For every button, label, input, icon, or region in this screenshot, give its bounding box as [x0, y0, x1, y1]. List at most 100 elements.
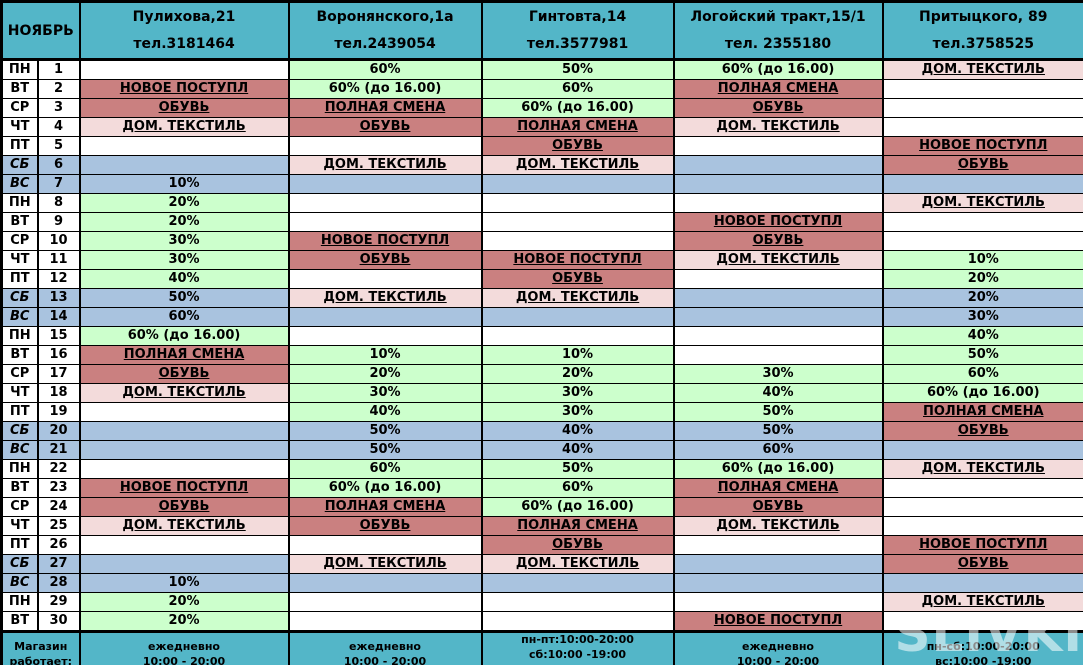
store-name: Притыцкого, 89 [919, 8, 1048, 25]
day-row: ВТ 2 НОВОЕ ПОСТУПЛ 60% (до 16.00) 60% ПОЛНАЯ … [0, 79, 1083, 99]
schedule-cell: 50% [287, 440, 483, 460]
store-name: Логойский тракт,15/1 [690, 8, 866, 25]
schedule-cell [287, 269, 483, 289]
day-name: ЧТ [0, 383, 39, 403]
day-name: СБ [0, 288, 39, 308]
day-name: СБ [0, 155, 39, 175]
schedule-cell: 50% [287, 421, 483, 441]
day-number: 9 [36, 212, 81, 232]
schedule-cell: 30% [672, 364, 884, 384]
day-row: ВС 7 10% [0, 174, 1083, 194]
schedule-cell: 50% [672, 402, 884, 422]
day-name: ВС [0, 440, 39, 460]
store-name: Пулихова,21 [132, 8, 236, 25]
day-row: ЧТ 11 30% ОБУВЬ НОВОЕ ПОСТУПЛ ДОМ. ТЕКСТИЛЬ 10… [0, 250, 1083, 270]
schedule-cell: 60% [287, 59, 483, 80]
schedule-cell [287, 573, 483, 593]
day-number: 5 [36, 136, 81, 156]
schedule-cell [672, 136, 884, 156]
schedule-cell: ПОЛНАЯ СМЕНА [287, 98, 483, 118]
store-phone: тел.3758525 [932, 35, 1034, 52]
schedule-cell: 60% [78, 307, 290, 327]
schedule-cell [881, 98, 1083, 118]
store-hours: пн-сб:10:00-20:00 вс:10:00 -19:00 [881, 630, 1083, 665]
day-name: ПТ [0, 402, 39, 422]
schedule-cell: 60% (до 16.00) [287, 79, 483, 99]
schedule-cell: ДОМ. ТЕКСТИЛЬ [672, 250, 884, 270]
day-number: 27 [36, 554, 81, 574]
schedule-cell [78, 421, 290, 441]
schedule-cell [480, 307, 675, 327]
schedule-cell [480, 592, 675, 612]
schedule-cell: НОВОЕ ПОСТУПЛ [480, 250, 675, 270]
day-number: 15 [36, 326, 81, 346]
day-row: СБ 13 50% ДОМ. ТЕКСТИЛЬ ДОМ. ТЕКСТИЛЬ 20% [0, 288, 1083, 308]
schedule-cell: 30% [480, 383, 675, 403]
schedule-cell [881, 231, 1083, 251]
schedule-cell [287, 592, 483, 612]
day-name: СБ [0, 554, 39, 574]
day-name: ПН [0, 592, 39, 612]
schedule-cell [672, 326, 884, 346]
day-name: ВТ [0, 345, 39, 365]
day-number: 4 [36, 117, 81, 137]
schedule-cell [881, 212, 1083, 232]
schedule-cell: ПОЛНАЯ СМЕНА [672, 478, 884, 498]
schedule-cell: ОБУВЬ [78, 497, 290, 517]
day-row: ВТ 16 ПОЛНАЯ СМЕНА 10% 10% 50% [0, 345, 1083, 365]
schedule-cell: НОВОЕ ПОСТУПЛ [672, 212, 884, 232]
schedule-cell [672, 535, 884, 555]
schedule-cell [78, 402, 290, 422]
day-number: 19 [36, 402, 81, 422]
schedule-cell: ОБУВЬ [881, 554, 1083, 574]
schedule-cell: ПОЛНАЯ СМЕНА [78, 345, 290, 365]
working-hours-label: Магазин работает: [0, 630, 81, 665]
day-name: ЧТ [0, 250, 39, 270]
day-row: ВТ 30 20% НОВОЕ ПОСТУПЛ [0, 611, 1083, 632]
schedule-cell: ПОЛНАЯ СМЕНА [480, 117, 675, 137]
schedule-cell [78, 535, 290, 555]
schedule-cell: ОБУВЬ [480, 269, 675, 289]
schedule-cell: 60% (до 16.00) [480, 497, 675, 517]
schedule-cell: ОБУВЬ [287, 117, 483, 137]
schedule-cell [480, 212, 675, 232]
day-number: 20 [36, 421, 81, 441]
schedule-cell: 40% [78, 269, 290, 289]
day-number: 10 [36, 231, 81, 251]
day-number: 26 [36, 535, 81, 555]
schedule-cell: ОБУВЬ [480, 136, 675, 156]
store-header-pulihova: Пулихова,21 тел.3181464 [78, 1, 290, 61]
store-name: Гинтовта,14 [528, 8, 627, 25]
store-header-pritytskogo: Притыцкого, 89 тел.3758525 [881, 1, 1083, 61]
day-name: СР [0, 364, 39, 384]
day-name: СБ [0, 421, 39, 441]
schedule-cell [672, 573, 884, 593]
schedule-cell: 10% [78, 174, 290, 194]
schedule-cell [881, 440, 1083, 460]
schedule-cell: 50% [480, 459, 675, 479]
schedule-cell: ОБУВЬ [672, 98, 884, 118]
schedule-cell [480, 231, 675, 251]
day-number: 24 [36, 497, 81, 517]
schedule-cell: 60% [672, 440, 884, 460]
schedule-cell: 50% [881, 345, 1083, 365]
schedule-cell [287, 174, 483, 194]
schedule-cell [672, 307, 884, 327]
day-number: 11 [36, 250, 81, 270]
schedule-cell: НОВОЕ ПОСТУПЛ [881, 535, 1083, 555]
day-row: СР 24 ОБУВЬ ПОЛНАЯ СМЕНА 60% (до 16.00) ОБУВЬ [0, 497, 1083, 517]
day-name: ЧТ [0, 117, 39, 137]
schedule-cell: 30% [287, 383, 483, 403]
day-name: СР [0, 497, 39, 517]
schedule-cell: ОБУВЬ [287, 250, 483, 270]
schedule-cell: 30% [881, 307, 1083, 327]
schedule-cell: НОВОЕ ПОСТУПЛ [672, 611, 884, 632]
day-number: 21 [36, 440, 81, 460]
schedule-cell: ОБУВЬ [78, 98, 290, 118]
schedule-cell: 20% [78, 193, 290, 213]
schedule-cell: 40% [287, 402, 483, 422]
store-phone: тел.2439054 [334, 35, 436, 52]
schedule-cell [480, 326, 675, 346]
schedule-cell: 10% [287, 345, 483, 365]
